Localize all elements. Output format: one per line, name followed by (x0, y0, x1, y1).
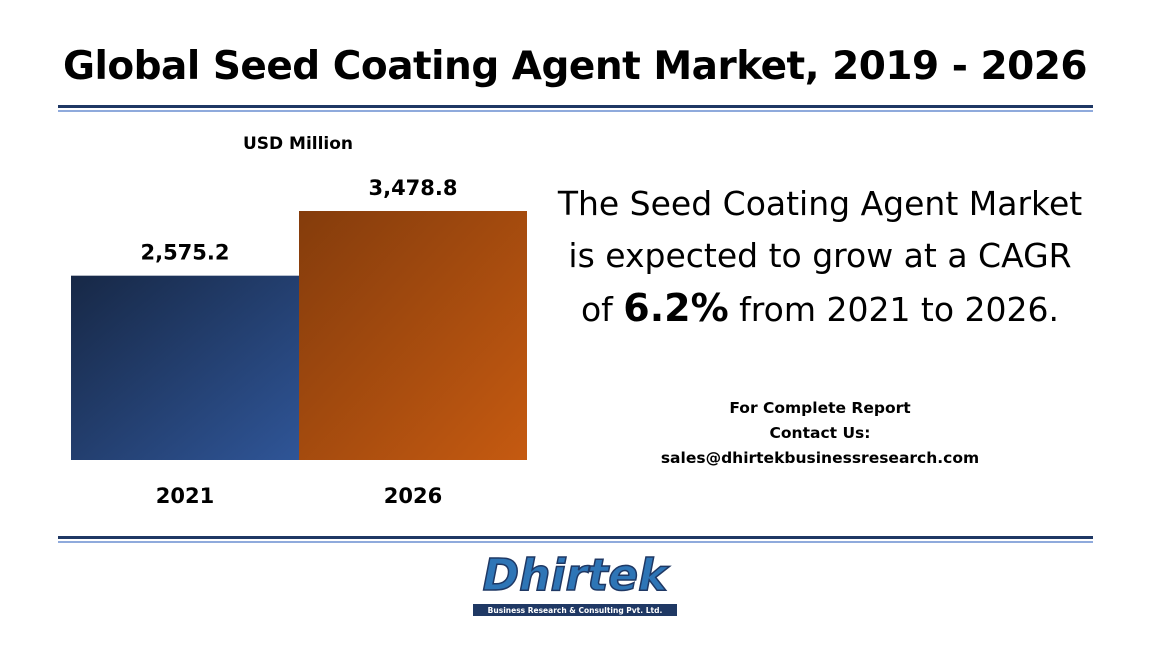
summary-highlight: 6.2% (623, 286, 729, 330)
summary-line: The Seed Coating Agent Market (557, 184, 1083, 223)
contact-line[interactable]: sales@dhirtekbusinessresearch.com (660, 449, 980, 467)
page-title: Global Seed Coating Agent Market, 2019 -… (62, 44, 1088, 89)
logo-name: Dhirtek (483, 550, 671, 601)
summary-text: of (580, 290, 613, 329)
rule (58, 536, 1093, 539)
value-label: 2,575.2 (140, 241, 229, 265)
summary-line: of 6.2% from 2021 to 2026. (530, 282, 1110, 336)
contact: For Complete Report Contact Us: sales@dh… (600, 396, 1040, 471)
contact-line: For Complete Report (729, 399, 911, 417)
bar (71, 275, 299, 460)
rule (58, 541, 1093, 543)
logo-tagline: Business Research & Consulting Pvt. Ltd. (488, 606, 663, 615)
summary-line: is expected to grow at a CAGR (568, 236, 1072, 275)
contact-line: Contact Us: (769, 424, 871, 442)
logo-band (473, 604, 677, 616)
rule (58, 105, 1093, 108)
x-tick-label: 2026 (384, 484, 442, 508)
unit-label: USD Million (243, 134, 353, 154)
bar (299, 211, 527, 460)
logo: Dhirtek Business Research & Consulting P… (473, 549, 677, 616)
summary-text: from 2021 to 2026. (739, 290, 1060, 329)
rule (58, 110, 1093, 112)
x-tick-label: 2021 (156, 484, 214, 508)
value-label: 3,478.8 (368, 176, 457, 200)
chart: USD Million 2,575.2 2021 3,478.8 2026 (71, 134, 527, 508)
summary: The Seed Coating Agent Market is expecte… (530, 178, 1110, 336)
